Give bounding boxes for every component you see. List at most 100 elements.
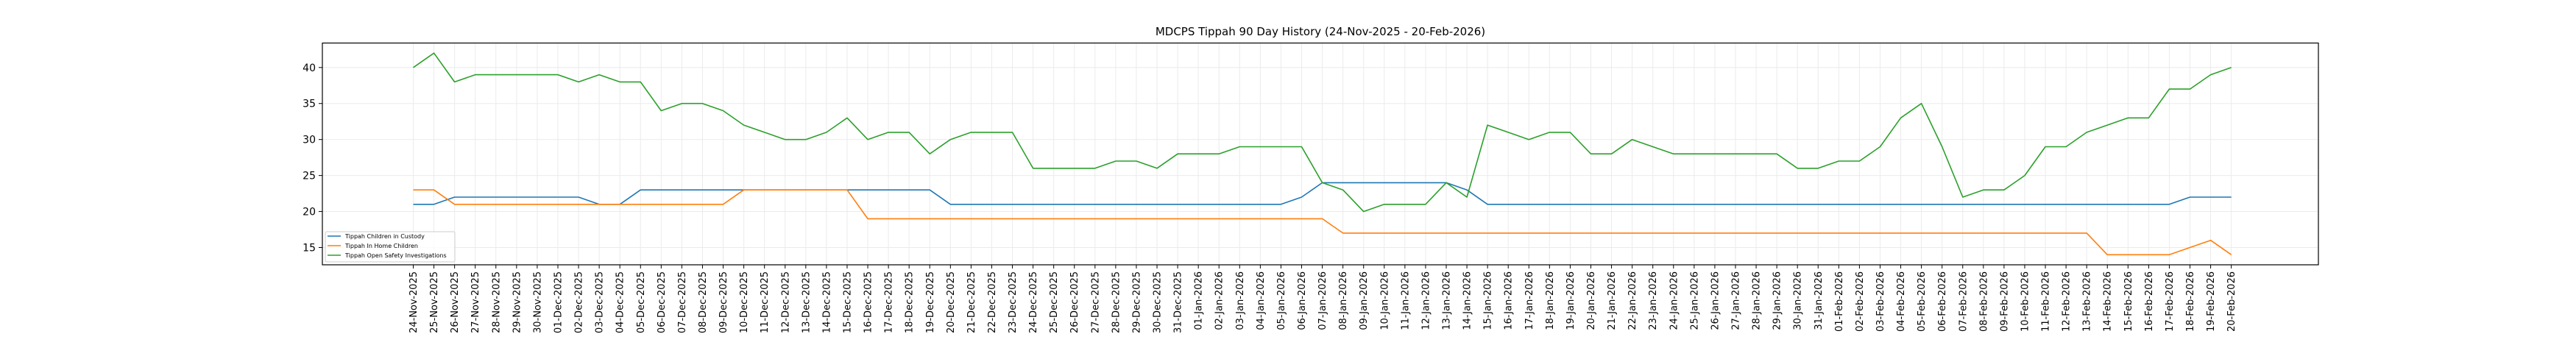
x-tick-label: 10-Jan-2026	[1379, 271, 1390, 330]
x-tick-label: 14-Feb-2026	[2103, 271, 2114, 332]
x-axis: 24-Nov-2025 25-Nov-2025 26-Nov-2025 27-Nov-…	[408, 265, 2237, 333]
y-tick-label: 35	[302, 99, 316, 110]
x-tick-label: 31-Dec-2025	[1173, 271, 1184, 333]
x-tick-label: 14-Dec-2025	[821, 271, 832, 333]
y-axis: 15 20 25 30 35 40	[302, 63, 322, 254]
y-tick-label: 20	[302, 207, 316, 218]
legend-label: Tippah In Home Children	[344, 243, 418, 249]
x-tick-label: 04-Dec-2025	[615, 271, 626, 333]
legend: Tippah Children in Custody Tippah In Home…	[325, 231, 456, 263]
legend-label: Tippah Children in Custody	[344, 233, 425, 240]
x-tick-label: 20-Feb-2026	[2226, 271, 2237, 332]
x-tick-label: 05-Dec-2025	[636, 271, 647, 333]
x-tick-label: 02-Dec-2025	[574, 271, 585, 333]
x-tick-label: 09-Feb-2026	[1999, 271, 2010, 332]
x-tick-label: 09-Dec-2025	[718, 271, 729, 333]
x-tick-label: 07-Feb-2026	[1958, 271, 1969, 332]
x-tick-label: 10-Feb-2026	[2020, 271, 2031, 332]
series-lines	[413, 52, 2232, 256]
x-tick-label: 04-Jan-2026	[1256, 271, 1267, 330]
x-tick-label: 12-Feb-2026	[2062, 271, 2073, 332]
x-tick-label: 08-Feb-2026	[1978, 271, 1989, 332]
x-tick-label: 18-Jan-2026	[1545, 271, 1556, 330]
x-tick-label: 02-Jan-2026	[1214, 271, 1225, 330]
x-tick-label: 11-Jan-2026	[1400, 271, 1411, 330]
plot-frame	[322, 42, 2319, 266]
x-tick-label: 27-Jan-2026	[1730, 271, 1741, 330]
x-tick-label: 25-Nov-2025	[429, 271, 440, 333]
x-tick-label: 05-Jan-2026	[1276, 271, 1287, 330]
x-tick-label: 16-Feb-2026	[2144, 271, 2155, 332]
x-tick-label: 01-Jan-2026	[1194, 271, 1205, 330]
x-tick-label: 06-Jan-2026	[1297, 271, 1308, 330]
x-tick-label: 20-Jan-2026	[1586, 271, 1597, 330]
x-tick-label: 02-Feb-2026	[1855, 271, 1866, 332]
x-tick-label: 19-Jan-2026	[1565, 271, 1577, 330]
x-tick-label: 14-Jan-2026	[1462, 271, 1473, 330]
x-tick-label: 10-Dec-2025	[739, 271, 750, 333]
x-tick-label: 19-Feb-2026	[2206, 271, 2217, 332]
x-tick-label: 24-Dec-2025	[1028, 271, 1039, 333]
x-tick-label: 22-Dec-2025	[987, 271, 998, 333]
x-tick-label: 30-Nov-2025	[532, 271, 543, 333]
x-tick-label: 03-Feb-2026	[1875, 271, 1886, 332]
x-tick-label: 18-Feb-2026	[2185, 271, 2196, 332]
x-tick-label: 15-Jan-2026	[1483, 271, 1494, 330]
x-tick-label: 27-Nov-2025	[470, 271, 481, 333]
x-tick-label: 13-Dec-2025	[801, 271, 812, 333]
legend-label: Tippah Open Safety Investigations	[344, 252, 447, 259]
x-tick-label: 07-Jan-2026	[1317, 271, 1328, 330]
x-tick-label: 23-Dec-2025	[1008, 271, 1019, 333]
x-tick-label: 27-Dec-2025	[1090, 271, 1101, 333]
x-tick-label: 26-Jan-2026	[1710, 271, 1721, 330]
x-tick-label: 28-Nov-2025	[491, 271, 502, 333]
x-tick-label: 29-Jan-2026	[1772, 271, 1783, 330]
x-tick-label: 26-Dec-2025	[1069, 271, 1080, 333]
x-tick-label: 03-Jan-2026	[1235, 271, 1246, 330]
y-tick-label: 15	[302, 243, 316, 254]
x-tick-label: 12-Dec-2025	[780, 271, 791, 333]
x-tick-label: 09-Jan-2026	[1359, 271, 1370, 330]
x-tick-label: 12-Jan-2026	[1420, 271, 1432, 330]
x-tick-label: 08-Jan-2026	[1338, 271, 1349, 330]
x-tick-label: 24-Jan-2026	[1669, 271, 1680, 330]
x-tick-label: 23-Jan-2026	[1648, 271, 1659, 330]
x-tick-label: 05-Feb-2026	[1917, 271, 1928, 332]
x-tick-label: 01-Feb-2026	[1834, 271, 1845, 332]
x-tick-label: 06-Feb-2026	[1937, 271, 1948, 332]
x-tick-label: 29-Nov-2025	[512, 271, 523, 333]
x-tick-label: 03-Dec-2025	[595, 271, 606, 333]
x-tick-label: 16-Dec-2025	[863, 271, 874, 333]
grid	[322, 43, 2318, 265]
x-tick-label: 19-Dec-2025	[925, 271, 936, 333]
x-tick-label: 15-Dec-2025	[842, 271, 853, 333]
x-tick-label: 24-Nov-2025	[408, 271, 420, 333]
x-tick-label: 17-Dec-2025	[884, 271, 895, 333]
x-tick-label: 30-Dec-2025	[1153, 271, 1164, 333]
x-tick-label: 13-Jan-2026	[1442, 271, 1453, 330]
x-tick-label: 17-Feb-2026	[2165, 271, 2176, 332]
x-tick-label: 28-Dec-2025	[1111, 271, 1122, 333]
x-tick-label: 25-Dec-2025	[1049, 271, 1060, 333]
series-line-tippah-in-home-children	[413, 189, 2232, 256]
x-tick-label: 21-Dec-2025	[966, 271, 977, 333]
x-tick-label: 04-Feb-2026	[1896, 271, 1907, 332]
x-tick-label: 21-Jan-2026	[1607, 271, 1618, 330]
x-tick-label: 26-Nov-2025	[450, 271, 461, 333]
y-tick-label: 40	[302, 63, 316, 74]
x-tick-label: 18-Dec-2025	[905, 271, 916, 333]
x-tick-label: 30-Jan-2026	[1793, 271, 1804, 330]
x-tick-label: 11-Dec-2025	[760, 271, 771, 333]
x-tick-label: 25-Jan-2026	[1689, 271, 1700, 330]
x-tick-label: 07-Dec-2025	[677, 271, 688, 333]
x-tick-label: 17-Jan-2026	[1524, 271, 1535, 330]
x-tick-label: 29-Dec-2025	[1131, 271, 1142, 333]
legend-box	[325, 231, 456, 263]
chart-title: MDCPS Tippah 90 Day History (24-Nov-2025…	[1156, 25, 1485, 38]
x-tick-label: 31-Jan-2026	[1814, 271, 1825, 330]
y-tick-label: 30	[302, 135, 316, 146]
series-line-tippah-open-safety-investigations	[413, 52, 2232, 213]
x-tick-label: 01-Dec-2025	[553, 271, 564, 333]
